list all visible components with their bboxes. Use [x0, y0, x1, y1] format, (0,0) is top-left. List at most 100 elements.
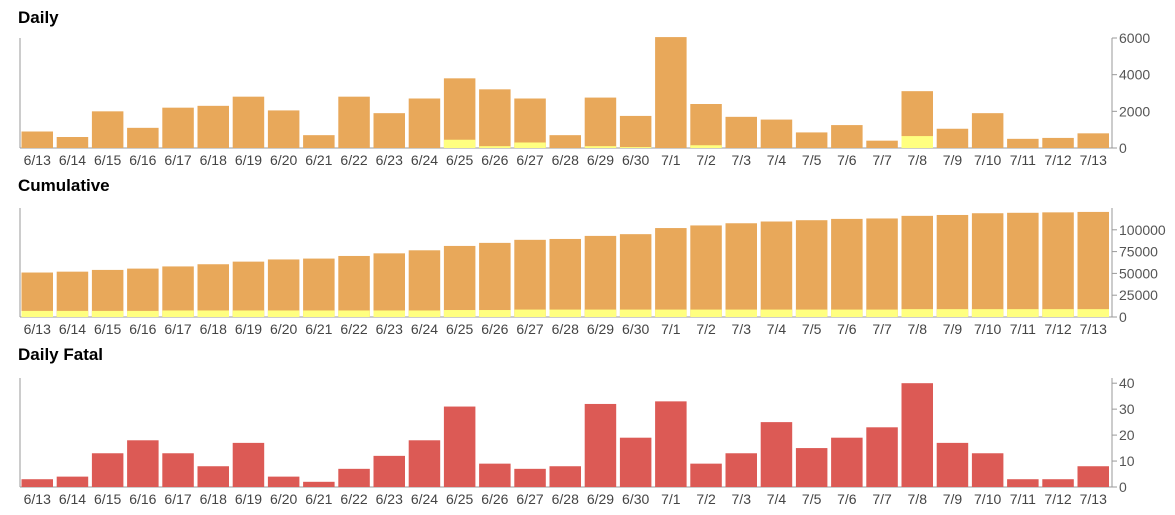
bar — [584, 146, 617, 148]
y-tick-label: 0 — [1119, 309, 1127, 325]
y-tick-label: 25000 — [1119, 287, 1158, 303]
bar — [303, 310, 335, 317]
bar — [619, 309, 652, 317]
bar — [21, 479, 53, 487]
x-tick-label: 7/10 — [974, 152, 1001, 168]
x-tick-label: 6/19 — [235, 491, 262, 507]
x-tick-label: 7/11 — [1010, 152, 1036, 168]
x-tick-label: 6/17 — [164, 321, 191, 337]
bar — [514, 468, 546, 487]
bar — [655, 37, 687, 149]
bar — [584, 97, 617, 148]
bar — [303, 258, 335, 317]
x-tick-label: 7/6 — [837, 152, 857, 168]
bar — [831, 309, 863, 317]
y-tick-label: 4000 — [1119, 67, 1150, 83]
x-tick-label: 6/25 — [446, 491, 473, 507]
bar — [760, 309, 793, 317]
x-tick-label: 6/17 — [164, 152, 191, 168]
bar — [232, 442, 265, 487]
x-tick-label: 7/1 — [661, 491, 681, 507]
bar — [56, 271, 89, 317]
bar — [795, 309, 828, 317]
bar — [971, 309, 1004, 317]
bar — [901, 309, 933, 317]
x-tick-label: 6/21 — [305, 491, 332, 507]
x-tick-label: 6/22 — [340, 152, 367, 168]
bar — [1042, 137, 1074, 148]
x-tick-label: 7/6 — [837, 321, 857, 337]
bar — [479, 242, 511, 317]
bar — [127, 310, 159, 317]
bar — [1077, 211, 1109, 317]
x-tick-label: 7/5 — [802, 152, 822, 168]
x-tick-label: 6/15 — [94, 321, 121, 337]
x-tick-label: 6/27 — [516, 152, 543, 168]
x-tick-label: 7/6 — [837, 491, 857, 507]
bar — [866, 309, 898, 317]
x-tick-label: 7/4 — [767, 152, 787, 168]
bar — [479, 463, 511, 487]
bar — [21, 131, 53, 148]
y-tick-label: 6000 — [1119, 30, 1150, 46]
y-tick-label: 10 — [1119, 453, 1135, 469]
bar — [866, 218, 898, 317]
bar — [267, 310, 300, 317]
x-tick-label: 7/7 — [872, 321, 892, 337]
bar — [56, 476, 89, 487]
bar — [760, 422, 793, 487]
x-tick-label: 6/22 — [340, 321, 367, 337]
x-tick-label: 6/19 — [235, 321, 262, 337]
x-tick-label: 6/26 — [481, 491, 508, 507]
x-tick-label: 6/21 — [305, 152, 332, 168]
x-tick-label: 6/28 — [552, 491, 579, 507]
y-tick-label: 30 — [1119, 401, 1135, 417]
x-tick-label: 6/16 — [129, 491, 156, 507]
x-tick-label: 6/24 — [411, 321, 438, 337]
bar — [901, 136, 933, 148]
bar — [162, 453, 194, 487]
bar — [443, 245, 476, 317]
bar — [514, 309, 546, 317]
bar — [338, 255, 370, 317]
bar — [1042, 479, 1074, 487]
bar — [408, 440, 441, 487]
x-tick-label: 6/15 — [94, 491, 121, 507]
x-tick-label: 7/3 — [732, 491, 752, 507]
x-tick-label: 7/13 — [1080, 152, 1107, 168]
x-tick-label: 7/7 — [872, 491, 892, 507]
x-tick-label: 6/20 — [270, 491, 297, 507]
bar — [725, 116, 757, 148]
bar — [795, 448, 828, 487]
bar — [690, 104, 722, 148]
bar — [162, 266, 194, 317]
daily-chart: 6/13 6/14 6/15 6/16 6/17 6/18 6/19 6/20 6/21 6/22… — [19, 30, 1150, 168]
x-tick-label: 7/9 — [943, 152, 963, 168]
x-tick-label: 6/26 — [481, 152, 508, 168]
x-tick-label: 6/14 — [59, 491, 86, 507]
bar — [936, 442, 969, 487]
bar — [197, 264, 229, 317]
bar — [91, 269, 124, 317]
x-tick-label: 7/4 — [767, 321, 787, 337]
bar — [1007, 479, 1039, 487]
bar — [1007, 138, 1039, 148]
bar — [197, 466, 229, 487]
bar — [373, 310, 405, 317]
chart-title-daily-fatal: Daily Fatal — [18, 345, 104, 364]
y-tick-label: 40 — [1119, 375, 1135, 391]
bar — [127, 268, 159, 317]
bar — [901, 215, 933, 317]
bar — [619, 115, 652, 148]
x-tick-label: 7/9 — [943, 321, 963, 337]
x-tick-label: 7/11 — [1010, 491, 1036, 507]
bar — [549, 466, 581, 487]
x-tick-label: 6/28 — [552, 152, 579, 168]
bar — [267, 259, 300, 317]
bar — [232, 310, 265, 317]
bar — [514, 142, 546, 148]
x-tick-label: 7/10 — [974, 491, 1001, 507]
x-tick-label: 7/1 — [661, 321, 681, 337]
y-tick-label: 0 — [1119, 479, 1127, 495]
bar — [690, 463, 722, 487]
